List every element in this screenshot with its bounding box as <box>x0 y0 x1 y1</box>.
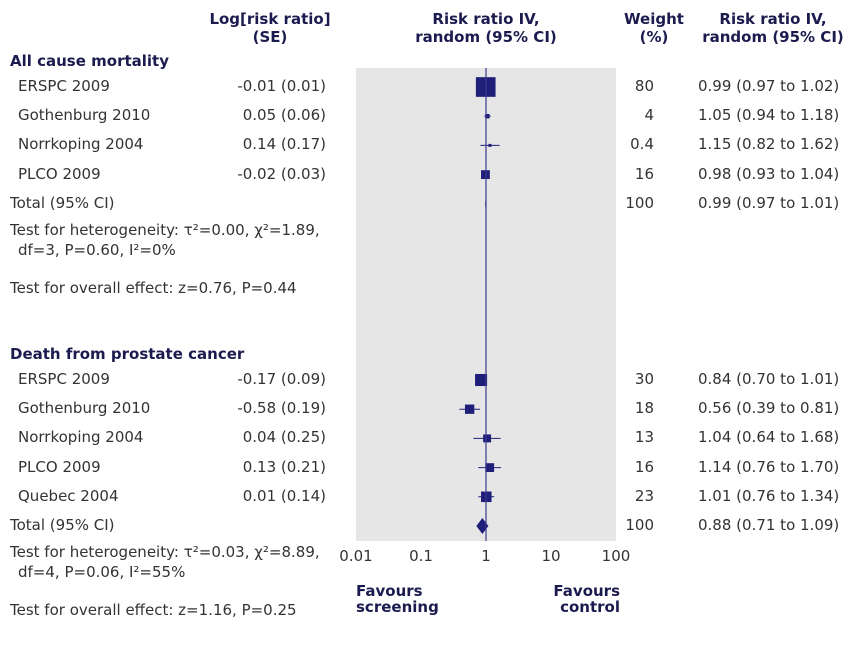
section-title: All cause mortality <box>10 52 169 70</box>
study-name: Norrkoping 2004 <box>18 135 144 154</box>
study-log-risk-ratio: -0.02 (0.03) <box>237 164 326 183</box>
study-log-risk-ratio: 0.05 (0.06) <box>242 106 326 125</box>
study-marker <box>485 114 490 119</box>
study-name: ERSPC 2009 <box>18 370 110 388</box>
header-log-risk-ratio: Log[risk ratio] (SE) <box>209 10 331 46</box>
study-log-risk-ratio: 0.14 (0.17) <box>242 135 326 154</box>
overall-effect-test: Test for overall effect: z=0.76, P=0.44 <box>10 279 297 297</box>
header-weight: Weight (%) <box>624 10 684 46</box>
study-weight: 16 <box>634 164 654 183</box>
section-title: Death from prostate cancer <box>10 345 245 363</box>
study-name: PLCO 2009 <box>18 164 101 183</box>
study-risk-ratio-text: 1.14 (0.76 to 1.70) <box>698 457 840 476</box>
heterogeneity-test: Test for heterogeneity: τ²=0.00, χ²=1.89… <box>10 221 320 239</box>
study-log-risk-ratio: -0.01 (0.01) <box>237 77 326 95</box>
heterogeneity-test-continued: df=4, P=0.06, I²=55% <box>18 563 186 582</box>
study-weight: 30 <box>634 370 654 388</box>
study-log-risk-ratio: 0.01 (0.14) <box>242 486 326 505</box>
study-risk-ratio-text: 1.15 (0.82 to 1.62) <box>698 135 840 154</box>
study-log-risk-ratio: 0.04 (0.25) <box>242 428 326 447</box>
study-marker <box>488 143 492 147</box>
total-risk-ratio-text: 0.99 (0.97 to 1.01) <box>698 193 840 212</box>
study-weight: 16 <box>634 457 654 476</box>
study-weight: 23 <box>634 486 654 505</box>
study-weight: 13 <box>634 428 654 447</box>
study-log-risk-ratio: -0.58 (0.19) <box>237 399 326 418</box>
study-weight: 80 <box>634 77 654 95</box>
study-name: Quebec 2004 <box>18 486 119 505</box>
x-tick-label: 10 <box>541 547 561 565</box>
study-marker <box>464 404 475 414</box>
study-name: ERSPC 2009 <box>18 77 110 95</box>
study-weight: 0.4 <box>630 135 654 154</box>
study-log-risk-ratio: 0.13 (0.21) <box>242 457 326 476</box>
study-risk-ratio-text: 1.05 (0.94 to 1.18) <box>698 106 840 125</box>
total-weight: 100 <box>625 516 654 534</box>
study-marker <box>475 373 488 387</box>
favours-left-label: Favours screening <box>356 582 439 616</box>
study-risk-ratio-text: 1.01 (0.76 to 1.34) <box>698 486 840 505</box>
study-weight: 4 <box>644 106 654 125</box>
study-risk-ratio-text: 0.84 (0.70 to 1.01) <box>698 370 840 388</box>
total-label: Total (95% CI) <box>10 193 115 212</box>
study-name: Gothenburg 2010 <box>18 106 151 125</box>
header-risk-ratio: Risk ratio IV, random (95% CI) <box>702 10 844 46</box>
x-tick-label: 0.1 <box>409 547 433 565</box>
total-risk-ratio-text: 0.88 (0.71 to 1.09) <box>698 516 840 534</box>
study-risk-ratio-text: 1.04 (0.64 to 1.68) <box>698 428 840 447</box>
x-tick-label: 100 <box>601 547 631 565</box>
study-marker <box>483 434 492 443</box>
total-weight: 100 <box>625 193 654 212</box>
study-name: PLCO 2009 <box>18 457 101 476</box>
study-name: Gothenburg 2010 <box>18 399 151 418</box>
study-risk-ratio-text: 0.99 (0.97 to 1.02) <box>698 77 840 95</box>
study-log-risk-ratio: -0.17 (0.09) <box>237 370 326 388</box>
study-marker <box>485 463 495 472</box>
study-risk-ratio-text: 0.98 (0.93 to 1.04) <box>698 164 840 183</box>
study-name: Norrkoping 2004 <box>18 428 144 447</box>
study-weight: 18 <box>634 399 654 418</box>
heterogeneity-test: Test for heterogeneity: τ²=0.03, χ²=8.89… <box>10 543 320 562</box>
heterogeneity-test-continued: df=3, P=0.60, I²=0% <box>18 241 176 259</box>
x-tick-label: 1 <box>481 547 491 565</box>
study-risk-ratio-text: 0.56 (0.39 to 0.81) <box>698 399 840 418</box>
overall-effect-test: Test for overall effect: z=1.16, P=0.25 <box>10 601 297 620</box>
favours-right-label: Favours control <box>553 582 620 616</box>
header-forest-risk-ratio: Risk ratio IV, random (95% CI) <box>415 10 557 46</box>
x-tick-label: 0.01 <box>339 547 373 565</box>
total-label: Total (95% CI) <box>10 516 115 534</box>
